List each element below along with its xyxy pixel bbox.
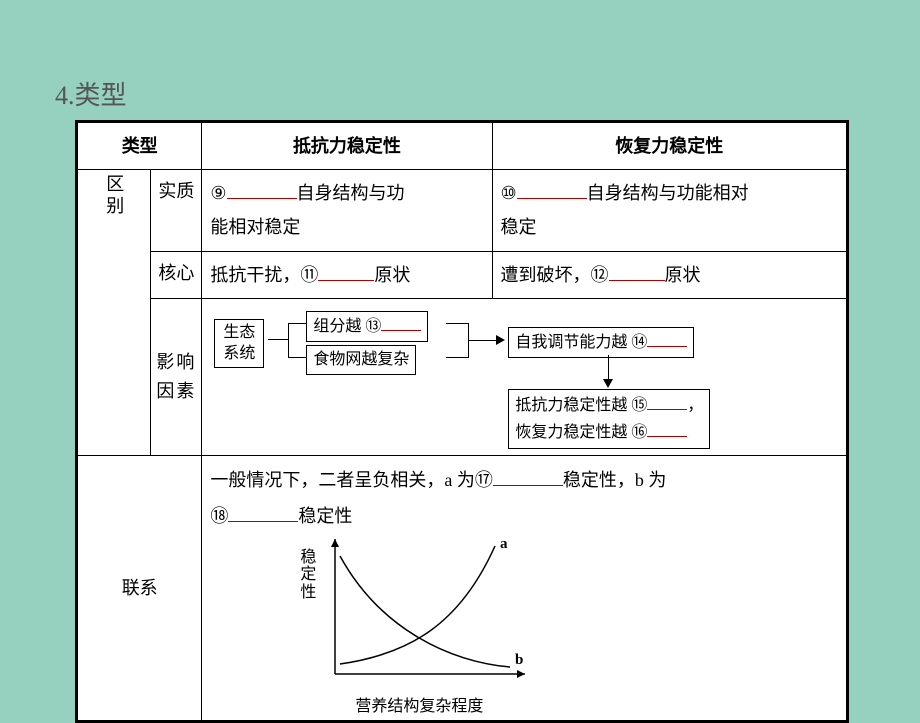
hdr-recover: 恢复力稳定性 — [492, 123, 847, 170]
stability-chart: 稳定性 a b 营养结构复杂程度 — [300, 534, 838, 714]
hdr-resist: 抵抗力稳定性 — [202, 123, 492, 170]
blank-11 — [318, 262, 374, 281]
cell-core-recover: 遭到破坏，⑫原状 — [492, 251, 847, 298]
flow-box-selfreg: 自我调节能力越 ⑭ — [508, 327, 694, 358]
blank-12 — [609, 262, 665, 281]
blank-14 — [647, 330, 687, 347]
arrow-x — [517, 670, 525, 678]
label-b: b — [515, 652, 523, 668]
flow-box-foodweb: 食物网越复杂 — [306, 345, 416, 375]
row-factors: 影响因素 — [151, 298, 202, 455]
cell-relation: 一般情况下，二者呈负相关，a 为⑰稳定性，b 为 ⑱稳定性 稳定性 a — [202, 455, 847, 720]
row-relation: 联系 — [78, 455, 202, 720]
flow-box-ecosys: 生态系统 — [214, 319, 264, 369]
curve-b — [340, 556, 510, 667]
hdr-type: 类型 — [78, 123, 202, 170]
curve-a — [340, 546, 495, 664]
comparison-table: 类型 抵抗力稳定性 恢复力稳定性 区别 实质 ⑨自身结构与功 能相对稳定 ⑩自身… — [75, 120, 849, 723]
vlabel-diff: 区别 — [78, 170, 151, 456]
cell-essence-recover: ⑩自身结构与功能相对 稳定 — [492, 170, 847, 251]
blank-15 — [647, 393, 687, 410]
label-a: a — [500, 536, 508, 552]
blank-16 — [647, 420, 687, 437]
blank-10 — [517, 180, 587, 199]
section-heading: 4.类型 — [55, 75, 127, 112]
chart-svg: a b — [300, 534, 550, 694]
blank-9 — [227, 180, 297, 199]
chart-xlabel: 营养结构复杂程度 — [355, 692, 483, 722]
blank-18 — [228, 503, 298, 522]
cell-essence-resist: ⑨自身结构与功 能相对稳定 — [202, 170, 492, 251]
row-essence: 实质 — [151, 170, 202, 251]
flow-cell: 生态系统 组分越 ⑬ 食物网越复杂 — [202, 298, 847, 455]
flow-box-components: 组分越 ⑬ — [306, 311, 428, 342]
row-core: 核心 — [151, 251, 202, 298]
arrow-y — [331, 539, 339, 547]
blank-13 — [381, 314, 421, 331]
blank-17 — [493, 467, 563, 486]
flow-diagram: 生态系统 组分越 ⑬ 食物网越复杂 — [208, 307, 840, 447]
flow-box-result: 抵抗力稳定性越 ⑮， 恢复力稳定性越 ⑯ — [508, 389, 710, 449]
cell-core-resist: 抵抗干扰，⑪原状 — [202, 251, 492, 298]
